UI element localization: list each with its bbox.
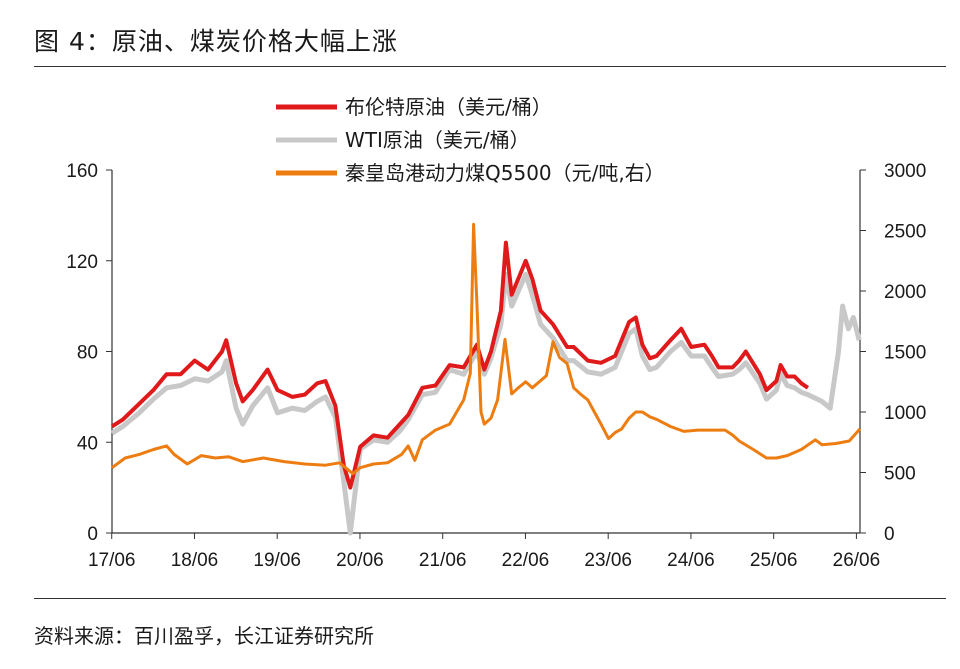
x-tick-label: 25/06 bbox=[750, 550, 798, 571]
right-tick-label: 1000 bbox=[884, 403, 926, 424]
legend-label: 布伦特原油（美元/桶） bbox=[345, 95, 552, 119]
axes-group: 0 40 80 120 160 0 500 1000 1500 2000 2500 3000 17/06… bbox=[66, 161, 926, 571]
right-tick-label: 0 bbox=[884, 524, 895, 545]
legend: 布伦特原油（美元/桶） WTI原油（美元/桶） 秦皇岛港动力煤Q5500（元/吨,右… bbox=[276, 95, 665, 185]
x-tick-label: 26/06 bbox=[833, 550, 881, 571]
right-tick-label: 1500 bbox=[884, 343, 926, 364]
series-line-0 bbox=[110, 240, 810, 490]
oil-coal-price-chart: 0 40 80 120 160 0 500 1000 1500 2000 2500 3000 17/06… bbox=[66, 95, 926, 571]
legend-label: 秦皇岛港动力煤Q5500（元/吨,右） bbox=[345, 161, 665, 185]
x-tick-label: 18/06 bbox=[171, 550, 219, 571]
x-tick-label: 23/06 bbox=[584, 550, 632, 571]
x-tick-label: 24/06 bbox=[667, 550, 715, 571]
x-tick-label: 19/06 bbox=[253, 550, 301, 571]
legend-label: WTI原油（美元/桶） bbox=[345, 128, 530, 152]
x-tick-label: 21/06 bbox=[419, 550, 467, 571]
series-line-2 bbox=[111, 222, 862, 476]
figure-title: 图 4：原油、煤炭价格大幅上涨 bbox=[34, 27, 398, 56]
right-tick-label: 2000 bbox=[884, 282, 926, 303]
bottom-rule bbox=[34, 598, 946, 599]
top-rule bbox=[34, 66, 946, 67]
series-layer bbox=[110, 222, 862, 536]
series-line-1 bbox=[110, 271, 862, 536]
x-tick-label: 17/06 bbox=[88, 550, 136, 571]
source-note: 资料来源：百川盈孚，长江证券研究所 bbox=[34, 624, 374, 648]
left-tick-label: 80 bbox=[77, 343, 98, 364]
x-tick-label: 22/06 bbox=[502, 550, 550, 571]
left-tick-label: 0 bbox=[87, 524, 98, 545]
left-tick-label: 160 bbox=[66, 161, 98, 182]
x-tick-label: 20/06 bbox=[336, 550, 384, 571]
left-tick-label: 40 bbox=[77, 433, 98, 454]
left-tick-label: 120 bbox=[66, 252, 98, 273]
right-tick-label: 2500 bbox=[884, 222, 926, 243]
right-tick-label: 500 bbox=[884, 464, 916, 485]
right-tick-label: 3000 bbox=[884, 161, 926, 182]
